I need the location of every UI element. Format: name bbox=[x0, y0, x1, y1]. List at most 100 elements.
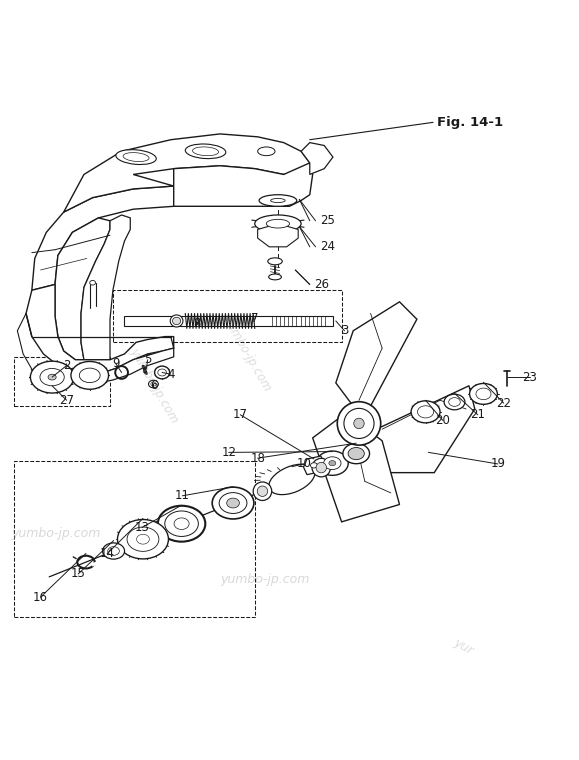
Bar bbox=[14, 357, 110, 406]
Text: 20: 20 bbox=[435, 414, 450, 427]
Polygon shape bbox=[313, 412, 400, 522]
Polygon shape bbox=[301, 143, 333, 175]
Text: 4: 4 bbox=[167, 368, 174, 381]
Ellipse shape bbox=[102, 543, 124, 559]
Ellipse shape bbox=[144, 366, 146, 373]
Ellipse shape bbox=[226, 498, 240, 508]
Polygon shape bbox=[258, 223, 298, 247]
Ellipse shape bbox=[476, 388, 491, 400]
Ellipse shape bbox=[337, 402, 381, 445]
Ellipse shape bbox=[127, 527, 159, 551]
Ellipse shape bbox=[348, 448, 364, 460]
Polygon shape bbox=[365, 386, 475, 473]
Ellipse shape bbox=[329, 461, 336, 466]
Ellipse shape bbox=[79, 368, 100, 382]
Text: 23: 23 bbox=[522, 371, 537, 384]
Polygon shape bbox=[303, 456, 324, 474]
Text: 5: 5 bbox=[144, 353, 151, 366]
Polygon shape bbox=[336, 302, 417, 406]
Polygon shape bbox=[17, 313, 58, 380]
Polygon shape bbox=[43, 348, 174, 383]
Ellipse shape bbox=[116, 150, 156, 164]
Ellipse shape bbox=[344, 408, 374, 439]
Text: 10: 10 bbox=[296, 458, 312, 470]
Ellipse shape bbox=[185, 144, 226, 159]
Ellipse shape bbox=[470, 384, 497, 404]
Ellipse shape bbox=[219, 492, 247, 514]
Ellipse shape bbox=[269, 464, 315, 495]
Text: 9: 9 bbox=[112, 357, 119, 370]
Text: 25: 25 bbox=[320, 214, 335, 227]
Ellipse shape bbox=[253, 482, 272, 501]
Text: 12: 12 bbox=[221, 446, 236, 459]
Text: 24: 24 bbox=[320, 240, 335, 253]
Polygon shape bbox=[81, 215, 130, 359]
Text: Fig. 14-1: Fig. 14-1 bbox=[437, 116, 503, 129]
Text: yumbo-jp.com: yumbo-jp.com bbox=[220, 573, 309, 586]
Ellipse shape bbox=[158, 505, 206, 542]
Polygon shape bbox=[55, 218, 110, 359]
Text: 15: 15 bbox=[71, 568, 86, 581]
Ellipse shape bbox=[257, 486, 267, 496]
Text: yumbo-jp.com: yumbo-jp.com bbox=[220, 314, 274, 394]
Text: yumbo-jp.com: yumbo-jp.com bbox=[12, 527, 101, 540]
Ellipse shape bbox=[316, 462, 327, 473]
Polygon shape bbox=[124, 316, 333, 325]
Text: 6: 6 bbox=[150, 379, 157, 392]
Text: yumbo-jp.com: yumbo-jp.com bbox=[127, 346, 181, 426]
Ellipse shape bbox=[258, 147, 275, 156]
Ellipse shape bbox=[170, 315, 183, 327]
Text: 26: 26 bbox=[314, 278, 329, 291]
Ellipse shape bbox=[267, 258, 282, 264]
Ellipse shape bbox=[270, 198, 285, 202]
Ellipse shape bbox=[310, 463, 317, 468]
Ellipse shape bbox=[354, 418, 364, 429]
Text: 16: 16 bbox=[33, 591, 48, 603]
Ellipse shape bbox=[155, 366, 170, 378]
Text: 14: 14 bbox=[100, 547, 115, 560]
Text: 27: 27 bbox=[59, 394, 74, 407]
Ellipse shape bbox=[48, 374, 56, 380]
Ellipse shape bbox=[137, 534, 149, 544]
Ellipse shape bbox=[165, 511, 199, 537]
Ellipse shape bbox=[173, 317, 181, 325]
Polygon shape bbox=[64, 134, 310, 212]
Ellipse shape bbox=[266, 220, 290, 228]
Ellipse shape bbox=[259, 195, 296, 206]
Ellipse shape bbox=[449, 397, 460, 407]
Ellipse shape bbox=[193, 147, 218, 156]
Ellipse shape bbox=[90, 280, 96, 285]
Bar bbox=[14, 461, 255, 617]
Text: yur: yur bbox=[452, 635, 476, 657]
Text: 17: 17 bbox=[233, 408, 248, 421]
Ellipse shape bbox=[411, 401, 440, 423]
Ellipse shape bbox=[71, 362, 109, 389]
Text: 11: 11 bbox=[175, 489, 190, 502]
Ellipse shape bbox=[118, 520, 168, 559]
Ellipse shape bbox=[212, 487, 254, 519]
Text: 18: 18 bbox=[250, 451, 265, 464]
Ellipse shape bbox=[324, 457, 341, 470]
Ellipse shape bbox=[108, 546, 119, 556]
Bar bbox=[113, 290, 342, 342]
Ellipse shape bbox=[343, 443, 369, 464]
Text: 3: 3 bbox=[341, 325, 348, 337]
Ellipse shape bbox=[255, 215, 301, 233]
Text: 8: 8 bbox=[193, 318, 200, 331]
Text: 21: 21 bbox=[470, 408, 485, 421]
Ellipse shape bbox=[312, 458, 331, 477]
Ellipse shape bbox=[417, 406, 434, 418]
Text: 19: 19 bbox=[490, 458, 505, 470]
Polygon shape bbox=[32, 186, 174, 290]
Text: 7: 7 bbox=[251, 312, 258, 325]
Ellipse shape bbox=[157, 369, 167, 376]
Polygon shape bbox=[26, 284, 174, 372]
Polygon shape bbox=[174, 163, 313, 206]
Ellipse shape bbox=[316, 451, 348, 475]
Text: 2: 2 bbox=[63, 359, 70, 372]
Ellipse shape bbox=[123, 153, 149, 162]
Text: 22: 22 bbox=[496, 397, 511, 410]
Ellipse shape bbox=[40, 369, 64, 386]
Ellipse shape bbox=[444, 394, 465, 410]
Ellipse shape bbox=[151, 382, 156, 386]
